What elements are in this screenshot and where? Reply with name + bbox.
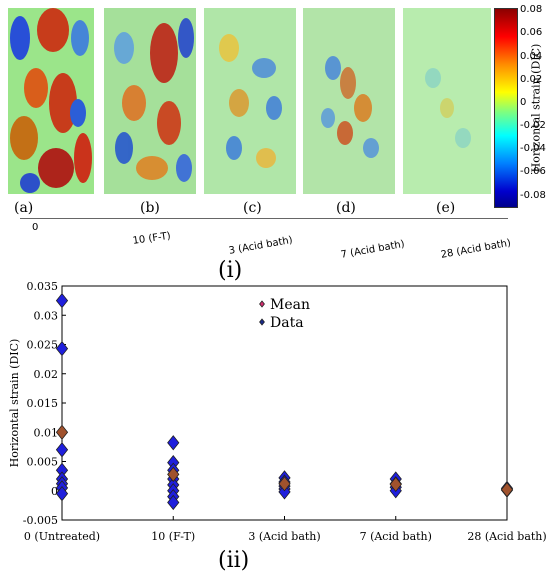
data-point [55,292,69,309]
colorbar-tick: 0.02 [520,74,543,85]
data-point [167,494,180,511]
timeline-tick-label: 10 (F-T) [132,230,172,247]
dic-strain-field-panel-a [8,8,94,194]
y-tick-label: 0.01 [34,426,59,439]
timeline-tick-label: 0 [32,222,39,233]
dic-strain-field-panel-e [403,8,491,194]
colorbar-tick: -0.02 [520,120,546,131]
dic-strain-field-panel-b [104,8,196,194]
data-point [55,486,69,502]
data-point [278,484,291,500]
panel-label-c: (c) [243,200,262,216]
colorbar-tick: 0.08 [520,4,543,15]
y-tick-label: 0.035 [27,280,59,293]
colorbar-label: Horizontal strain (DIC) [529,43,543,173]
legend-data-label: Data [270,315,304,331]
timeline-tick-label: 3 (Acid bath) [228,234,294,257]
legend-mean-marker [259,300,265,308]
colorbar-tick: 0.06 [520,27,543,38]
panel-label-d: (d) [336,200,356,216]
dic-strain-field-panel-d [303,8,395,194]
x-tick-label: 0 (Untreated) [24,530,100,543]
panel-label-a: (a) [14,200,34,216]
legend-data-marker [259,318,265,326]
mean-point [55,424,69,440]
y-tick-label: 0.015 [27,397,59,410]
colorbar-tick: 0 [520,97,527,108]
y-tick-label: 0.02 [34,368,59,381]
colorbar-tick: -0.08 [520,190,546,201]
strain-scatter-chart: -0.005 0 0.005 0.01 0.015 0.02 0.025 0.03 0.035 0… [8,280,547,543]
y-tick-label: 0 [51,485,58,498]
mean-point [167,466,180,483]
timeline-tick-label: 28 (Acid bath) [440,237,512,261]
data-point [167,435,180,451]
colorbar-tick: -0.04 [520,143,546,154]
y-tick-label: 0.025 [27,339,59,352]
x-tick-label: 7 (Acid bath) [360,530,432,543]
colorbar-tick: 0.04 [520,51,543,62]
x-tick-label: 28 (Acid bath) [467,530,546,543]
legend-mean-label: Mean [270,297,310,313]
colorbar [494,8,518,208]
panel-label-e: (e) [436,200,456,216]
condition-timeline [20,218,508,219]
dic-strain-field-panel-c [204,8,296,194]
data-point [55,340,69,357]
colorbar-tick: -0.06 [520,166,546,177]
panel-label-b: (b) [140,200,160,216]
y-tick-label: 0.03 [34,309,59,322]
mean-point [389,476,402,492]
x-tick-label: 10 (F-T) [151,530,195,543]
data-point [55,442,69,458]
y-tick-label: 0.005 [27,456,59,469]
mean-point [500,481,514,498]
y-tick-label: -0.005 [23,514,58,527]
x-tick-label: 3 (Acid bath) [248,530,320,543]
y-axis-label: Horizontal strain (DIC) [8,339,21,468]
subfigure-caption-ii: (ii) [218,548,250,573]
subfigure-caption-i: (i) [218,258,243,283]
mean-point [278,476,291,492]
timeline-tick-label: 7 (Acid bath) [340,238,406,261]
